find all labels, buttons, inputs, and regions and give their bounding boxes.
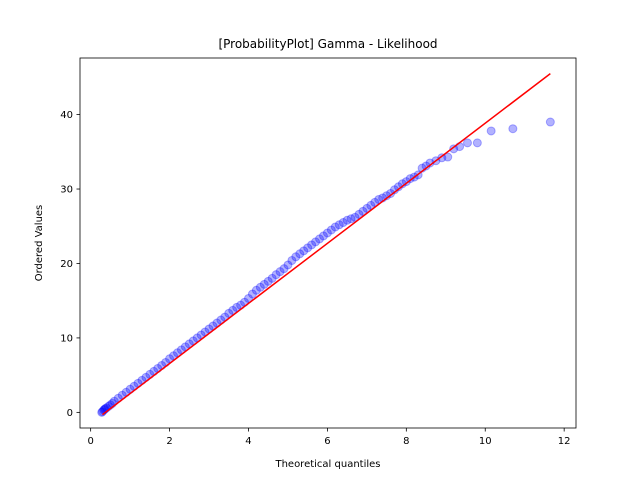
- y-tick-label: 20: [60, 259, 73, 270]
- y-tick-label: 10: [60, 333, 73, 344]
- data-point: [322, 228, 332, 238]
- x-tick-label: 4: [245, 436, 251, 447]
- data-point: [358, 206, 368, 216]
- data-point: [338, 218, 348, 228]
- data-point: [263, 276, 273, 286]
- x-axis-label: Theoretical quantiles: [274, 459, 380, 470]
- data-point: [334, 220, 344, 230]
- x-axis-ticks: 0 2 4 6 8 10 12: [87, 428, 571, 447]
- data-point: [508, 124, 518, 134]
- data-point: [346, 214, 356, 224]
- chart-title: [ProbabilityPlot] Gamma - Likelihood: [218, 37, 437, 51]
- data-point: [228, 305, 238, 315]
- y-tick-label: 40: [60, 110, 73, 121]
- data-point: [443, 152, 453, 162]
- data-point: [449, 144, 459, 154]
- data-point: [243, 293, 253, 303]
- axes-frame: [79, 57, 577, 429]
- data-point: [232, 302, 242, 312]
- fit-line: [102, 73, 551, 416]
- y-axis-ticks: 0 10 20 30 40: [60, 110, 80, 419]
- data-point: [251, 285, 261, 295]
- x-tick-label: 6: [324, 436, 330, 447]
- data-point: [291, 252, 301, 262]
- data-points: [97, 117, 555, 417]
- data-point: [259, 279, 269, 289]
- x-tick-label: 12: [558, 436, 571, 447]
- data-point: [287, 255, 297, 265]
- data-point: [472, 138, 482, 148]
- data-point: [437, 153, 447, 163]
- data-point: [299, 246, 309, 256]
- data-point: [295, 249, 305, 259]
- data-point: [271, 270, 281, 280]
- data-point: [315, 234, 325, 244]
- data-point: [545, 117, 555, 127]
- y-tick-label: 30: [60, 185, 73, 196]
- data-point: [283, 260, 293, 270]
- data-point: [255, 282, 265, 292]
- y-axis-label: Ordered Values: [34, 205, 45, 282]
- plot-area: [97, 73, 555, 417]
- fit-line-layer: [102, 73, 551, 416]
- x-tick-label: 10: [479, 436, 492, 447]
- data-point: [350, 212, 360, 222]
- x-tick-label: 0: [87, 436, 93, 447]
- data-point: [326, 225, 336, 235]
- x-tick-label: 8: [403, 436, 409, 447]
- data-point: [401, 177, 411, 187]
- data-point: [342, 215, 352, 225]
- data-point: [303, 243, 313, 253]
- data-point: [311, 237, 321, 247]
- data-point: [386, 188, 396, 198]
- data-point: [318, 231, 328, 241]
- data-point: [486, 126, 496, 136]
- x-tick-label: 2: [166, 436, 172, 447]
- data-point: [275, 267, 285, 277]
- data-point: [307, 240, 317, 250]
- data-point: [455, 142, 465, 152]
- data-point: [405, 174, 415, 184]
- data-point: [354, 209, 364, 219]
- data-point: [267, 273, 277, 283]
- data-point: [247, 289, 257, 299]
- data-point: [279, 264, 289, 274]
- data-point: [330, 222, 340, 232]
- y-tick-label: 0: [67, 408, 73, 419]
- data-point: [462, 138, 472, 148]
- data-point: [224, 308, 234, 318]
